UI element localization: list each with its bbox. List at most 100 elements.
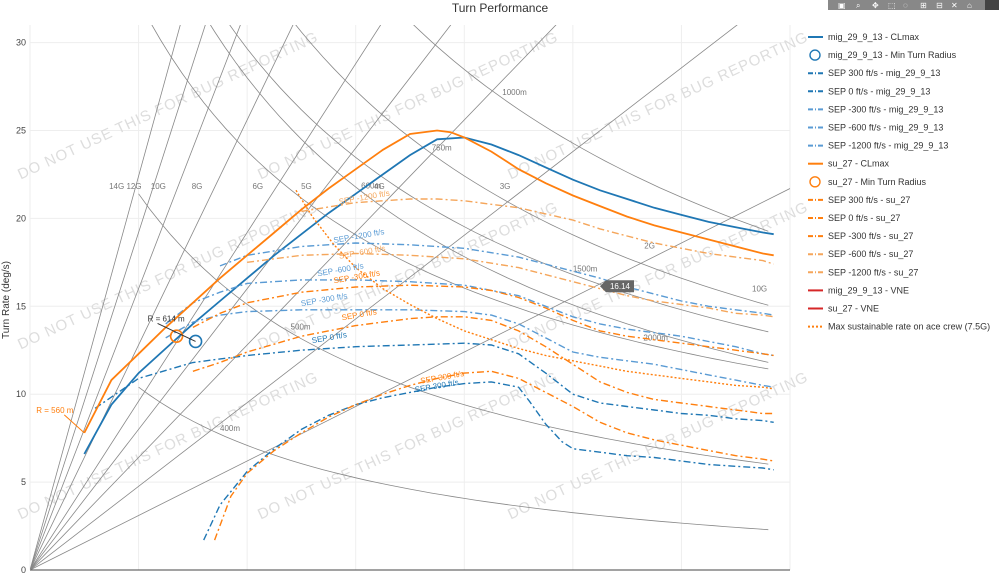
su-radius-arrow [63, 414, 85, 434]
y-axis-ticks: 0 5 10 15 20 25 30 [16, 38, 26, 573]
g-line-label: 12G [126, 182, 141, 191]
camera-icon[interactable]: ▣ [838, 1, 846, 10]
su-radius-label: R = 560 m [36, 406, 73, 415]
y-tick-label: 25 [16, 125, 26, 135]
series-line-3 [94, 342, 774, 423]
legend-item-label[interactable]: SEP -600 ft/s - su_27 [828, 249, 913, 259]
radius-curve-label: 1000m [502, 88, 527, 97]
g-line-label: 6G [252, 182, 263, 191]
chart-title: Turn Performance [452, 1, 549, 15]
g-line-8G [30, 25, 294, 570]
box-select-icon[interactable]: ⬚ [888, 1, 896, 10]
series-line-16 [295, 189, 774, 390]
legend-item-label[interactable]: su_27 - CLmax [828, 159, 890, 169]
modebar[interactable]: ▣ ⌕ ✥ ⬚ ◌ ⊞ ⊟ ✕ ⌂ [828, 0, 999, 10]
y-tick-label: 20 [16, 213, 26, 223]
watermark-text: DO NOT USE THIS FOR BUG REPORTING [505, 29, 811, 184]
series-inline-label: SEP -600 ft/s [338, 244, 386, 261]
legend-item-label[interactable]: SEP 0 ft/s - mig_29_9_13 [828, 86, 930, 96]
g-line-5G [30, 25, 452, 570]
radius-curve-label: 1500m [573, 265, 598, 274]
legend-item-label[interactable]: mig_29_9_13 - Min Turn Radius [828, 50, 957, 60]
y-tick-label: 5 [21, 477, 26, 487]
g-line-14G [30, 25, 181, 570]
series-line-4 [165, 309, 774, 388]
zoom-icon[interactable]: ⌕ [856, 1, 860, 10]
g-line-label: 10G [151, 182, 166, 191]
radius-curve-750m [295, 25, 769, 306]
min-turn-radius-marker [188, 334, 203, 349]
g-line-10G [30, 25, 241, 570]
g-line-label: 5G [301, 182, 312, 191]
series-line-11 [192, 284, 774, 357]
radius-curve-2000m [151, 25, 769, 370]
series-line-0 [83, 136, 774, 455]
radius-curve-400m [138, 386, 769, 531]
radius-curve-label: 500m [291, 323, 311, 332]
g-line-3G [30, 25, 738, 570]
y-tick-label: 0 [21, 565, 26, 573]
legend-item-label[interactable]: Max sustainable rate on ace crew (7.5G) [828, 322, 990, 332]
radius-curve-label: 600m [361, 181, 381, 190]
legend-item-label[interactable]: SEP -300 ft/s - mig_29_9_13 [828, 104, 943, 114]
g-line-label: 2G [644, 241, 655, 250]
g-line-label: 14G [109, 182, 124, 191]
series-layer [83, 129, 774, 541]
series-line-6 [219, 242, 774, 316]
modebar-background [828, 0, 999, 10]
legend-item-label[interactable]: SEP -1200 ft/s - mig_29_9_13 [828, 141, 948, 151]
series-line-2 [203, 381, 774, 541]
g-line-4G [30, 25, 557, 570]
radius-curve-label: 750m [432, 144, 452, 153]
legend-item-label[interactable]: SEP 0 ft/s - su_27 [828, 213, 900, 223]
series-inline-label: SEP 0 ft/s [311, 330, 347, 345]
radius-curve-1500m [229, 25, 769, 333]
y-tick-label: 15 [16, 301, 26, 311]
zoom-out-icon[interactable]: ⊟ [936, 1, 943, 10]
reset-axes-icon[interactable]: ⌂ [967, 1, 972, 10]
g-line-label: 4G [374, 182, 385, 191]
y-axis-label: Turn Rate (deg/s) [1, 261, 12, 339]
legend[interactable]: mig_29_9_13 - CLmax mig_29_9_13 - Min Tur… [808, 32, 990, 332]
legend-item-label[interactable]: su_27 - Min Turn Radius [828, 177, 927, 187]
lasso-select-icon[interactable]: ◌ [903, 1, 908, 10]
legend-item-label[interactable]: SEP -1200 ft/s - su_27 [828, 267, 918, 277]
series-line-7 [83, 129, 774, 434]
hover-tooltip-box [600, 280, 634, 293]
g-line-12G [30, 25, 206, 570]
y-tick-label: 10 [16, 389, 26, 399]
radius-curve-label: 2000m [643, 333, 668, 342]
legend-item-label[interactable]: mig_29_9_13 - VNE [828, 285, 909, 295]
y-tick-label: 30 [16, 38, 26, 48]
zoom-in-icon[interactable]: ⊞ [920, 1, 927, 10]
g-line-2G [30, 188, 790, 570]
legend-item-label[interactable]: SEP 300 ft/s - su_27 [828, 195, 910, 205]
series-inline-label: SEP -1200 ft/s [338, 188, 390, 206]
legend-swatch [809, 49, 821, 61]
legend-item-label[interactable]: mig_29_9_13 - CLmax [828, 32, 920, 42]
mig-radius-label: R = 614 m [148, 314, 185, 323]
pan-icon[interactable]: ✥ [872, 1, 879, 10]
legend-item-label[interactable]: su_27 - VNE [828, 304, 879, 314]
legend-item-label[interactable]: SEP 300 ft/s - mig_29_9_13 [828, 68, 940, 78]
plotly-logo-icon[interactable] [985, 0, 999, 10]
series-line-10 [192, 316, 774, 415]
legend-item-label[interactable]: SEP -600 ft/s - mig_29_9_13 [828, 123, 943, 133]
autoscale-icon[interactable]: ✕ [951, 1, 958, 10]
series-inline-label: SEP -1200 ft/s [333, 227, 385, 245]
series-line-9 [213, 370, 774, 541]
mig-radius-arrow [157, 322, 196, 342]
watermark-text: DO NOT USE THIS FOR BUG REPORTING [505, 369, 811, 524]
watermark-layer: DO NOT USE THIS FOR BUG REPORTING DO NOT … [15, 29, 811, 524]
g-line-label: 8G [192, 182, 203, 191]
radius-curve-label: 400m [220, 424, 240, 433]
min-turn-radius-marker [169, 329, 184, 343]
legend-swatch [809, 176, 821, 188]
g-line-label: 3G [500, 182, 511, 191]
series-line-13 [301, 198, 774, 265]
legend-item-label[interactable]: SEP -300 ft/s - su_27 [828, 231, 913, 241]
hover-tooltip-value: 16.14 [610, 282, 631, 291]
radius-curve-600m [209, 25, 769, 363]
